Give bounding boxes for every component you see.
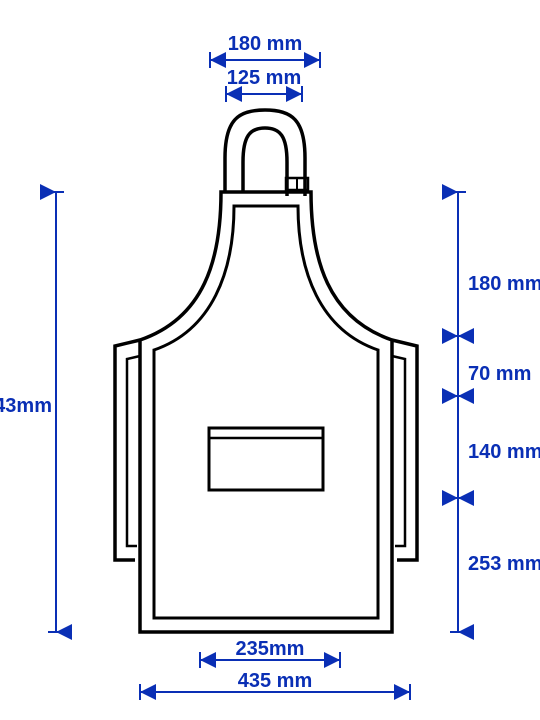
apron-outline	[115, 110, 417, 632]
dim-top-inner: 125 mm	[227, 67, 302, 89]
dim-right-1: 180 mm	[468, 273, 540, 295]
dim-right-3: 140 mm	[468, 441, 540, 463]
dim-bottom-outer: 435 mm	[238, 670, 313, 692]
apron-dimension-diagram: 180 mm 125 mm 643mm 180 mm 70 mm 140 mm 253 mm…	[0, 0, 540, 720]
dim-top-outer: 180 mm	[228, 33, 303, 55]
dimension-annotations: 180 mm 125 mm 643mm 180 mm 70 mm 140 mm 253 mm…	[0, 33, 540, 700]
dim-right-4: 253 mm	[468, 553, 540, 575]
dim-bottom-inner: 235mm	[236, 638, 305, 660]
dim-right-2: 70 mm	[468, 363, 531, 385]
dim-left-total: 643mm	[0, 395, 52, 417]
